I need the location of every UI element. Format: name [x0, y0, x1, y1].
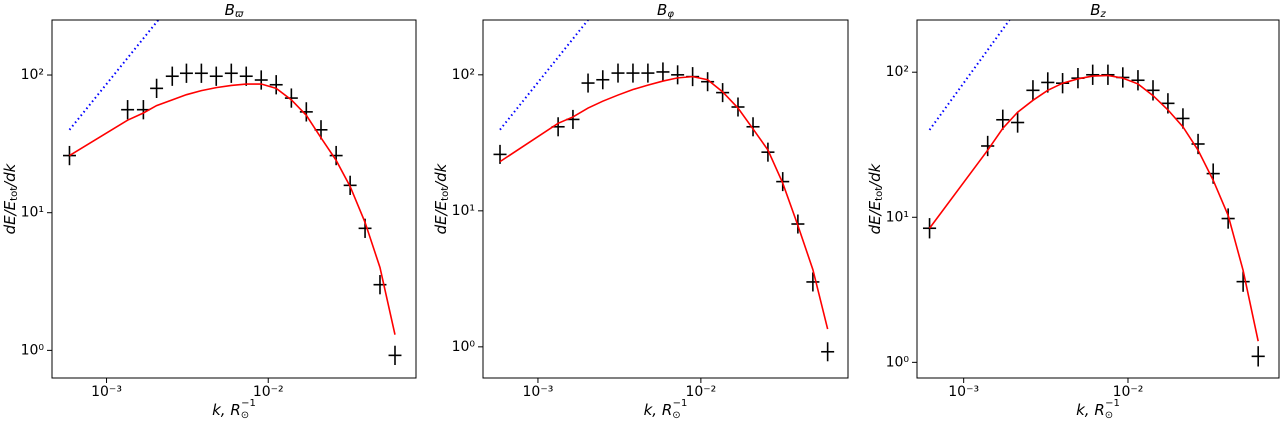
y-tick-label: 10²: [452, 67, 475, 83]
panel: Bz k, R⊙−1 dE/Etot/dk 10⁻³ 10⁻² 10⁰ 10¹ 10²: [866, 1, 1280, 421]
y-tick-label: 10²: [21, 67, 44, 83]
plot-area: [493, 20, 835, 362]
y-label-main: dE/E: [866, 200, 884, 234]
y-axis-label: dE/Etot/dk: [866, 162, 886, 234]
x-label-sub: ⊙: [1105, 410, 1113, 421]
panel-title: Bφ: [657, 1, 674, 21]
title-main: B: [1090, 1, 1100, 19]
y-tick-label: 10²: [886, 64, 909, 80]
y-tick-label: 10¹: [452, 203, 475, 219]
x-axis-label: k, R⊙−1: [644, 398, 688, 421]
y-label-end: /dk: [866, 162, 884, 189]
y-label-main: dE/E: [432, 200, 450, 234]
x-tick-label: 10⁻²: [253, 384, 284, 400]
x-label-main: k, R: [644, 401, 673, 419]
y-label-main: dE/E: [1, 200, 19, 234]
axes-frame: [916, 19, 1280, 379]
y-tick-label: 10⁰: [452, 339, 476, 355]
y-label-sub: tot: [440, 187, 451, 201]
x-tick-label: 10⁻²: [1113, 384, 1144, 400]
fit-line: [928, 74, 1259, 342]
x-label-main: k, R: [212, 401, 241, 419]
axes-frame: [51, 19, 417, 379]
title-main: B: [225, 1, 235, 19]
x-tick-label: 10⁻³: [948, 384, 979, 400]
title-sub: φ: [667, 9, 674, 20]
plot-area: [63, 20, 402, 365]
title-sub: ϖ: [235, 9, 244, 20]
panel-title: Bϖ: [225, 1, 244, 21]
fit-line: [69, 83, 396, 335]
y-tick-label: 10⁰: [21, 342, 45, 358]
x-axis-label: k, R⊙−1: [212, 398, 256, 421]
x-label-sup: −1: [673, 398, 688, 409]
title-sub: z: [1100, 9, 1107, 20]
panel: Bϖ k, R⊙−1 dE/Etot/dk 10⁻³ 10⁻² 10⁰ 10¹ 10²: [1, 1, 417, 421]
y-label-end: /dk: [432, 162, 450, 189]
reference-line: [499, 20, 589, 131]
y-axis-label: dE/Etot/dk: [1, 162, 21, 234]
y-tick-label: 10¹: [21, 205, 44, 221]
x-label-main: k, R: [1076, 401, 1105, 419]
x-tick-label: 10⁻³: [523, 384, 554, 400]
axes-frame: [482, 19, 849, 379]
x-tick-label: 10⁻²: [685, 384, 716, 400]
x-axis-label: k, R⊙−1: [1076, 398, 1120, 421]
x-label-sub: ⊙: [672, 410, 680, 421]
panel-title: Bz: [1090, 1, 1106, 21]
y-label-end: /dk: [1, 162, 19, 189]
title-main: B: [657, 1, 667, 19]
x-label-sup: −1: [1105, 398, 1120, 409]
y-tick-label: 10⁰: [886, 354, 910, 370]
y-axis-label: dE/Etot/dk: [432, 162, 452, 234]
y-label-sub: tot: [9, 187, 20, 201]
fit-line: [499, 75, 829, 330]
panel: Bφ k, R⊙−1 dE/Etot/dk 10⁻³ 10⁻² 10⁰ 10¹ 10²: [432, 1, 849, 421]
y-label-sub: tot: [874, 187, 885, 201]
reference-line: [68, 20, 160, 131]
reference-line: [928, 20, 1011, 131]
y-tick-label: 10¹: [886, 209, 909, 225]
x-label-sup: −1: [241, 398, 256, 409]
x-tick-label: 10⁻³: [91, 384, 122, 400]
x-label-sub: ⊙: [241, 410, 249, 421]
plot-area: [922, 20, 1265, 367]
